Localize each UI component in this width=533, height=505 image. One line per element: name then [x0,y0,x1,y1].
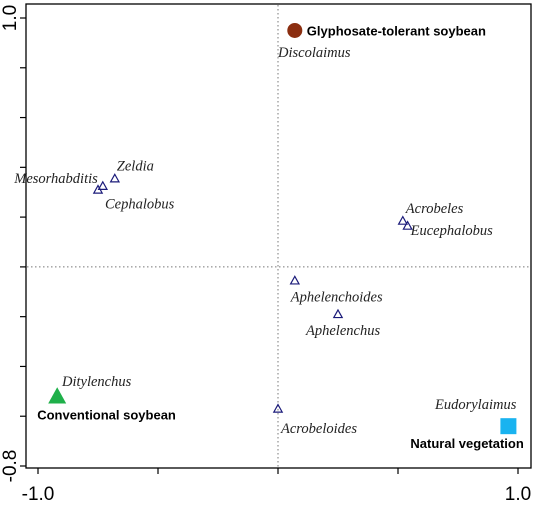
point-eucephalobus [402,220,413,230]
point-mesorhabditis [97,180,109,190]
point-aphelenchus [332,308,344,319]
label-aphelenchoides: Aphelenchoides [290,290,383,306]
point-zeldia [109,173,121,183]
point-glyphosate-tolerant-soybean [287,22,303,38]
label-conventional-soybean: Conventional soybean [37,407,176,422]
point-conventional-soybean [48,387,67,404]
label-zeldia: Zeldia [117,159,154,175]
label-acrobeloides: Acrobeloides [280,421,357,437]
points-layer [48,22,517,435]
point-acrobeles [397,215,409,225]
point-acrobeloides [272,403,284,413]
label-cephalobus: Cephalobus [105,197,175,213]
label-eudorylaimus: Eudorylaimus [434,397,517,413]
label-aphelenchus: Aphelenchus [305,323,380,339]
y-tick-label: 1.0 [0,5,21,31]
x-tick-label: 1.0 [505,484,531,505]
label-natural-vegetation: Natural vegetation [410,436,523,451]
label-acrobeles: Acrobeles [405,201,464,217]
x-tick-label: -1.0 [22,484,55,505]
point-natural-vegetation [500,418,517,435]
axes-layer: -1.0 1.0 -0.8 1.0 [0,5,531,505]
point-aphelenchoides [289,275,301,285]
labels-layer: Zeldia Mesorhabditis Cephalobus Acrobeles Eu… [13,23,524,451]
point-cephalobus [92,184,104,194]
label-mesorhabditis: Mesorhabditis [13,171,98,187]
label-ditylenchus: Ditylenchus [61,374,132,390]
label-eucephalobus: Eucephalobus [410,223,494,239]
y-tick-label: -0.8 [0,450,21,483]
label-glyphosate-tolerant-soybean: Glyphosate-tolerant soybean [307,23,486,38]
label-discolaimus: Discolaimus [277,45,351,61]
